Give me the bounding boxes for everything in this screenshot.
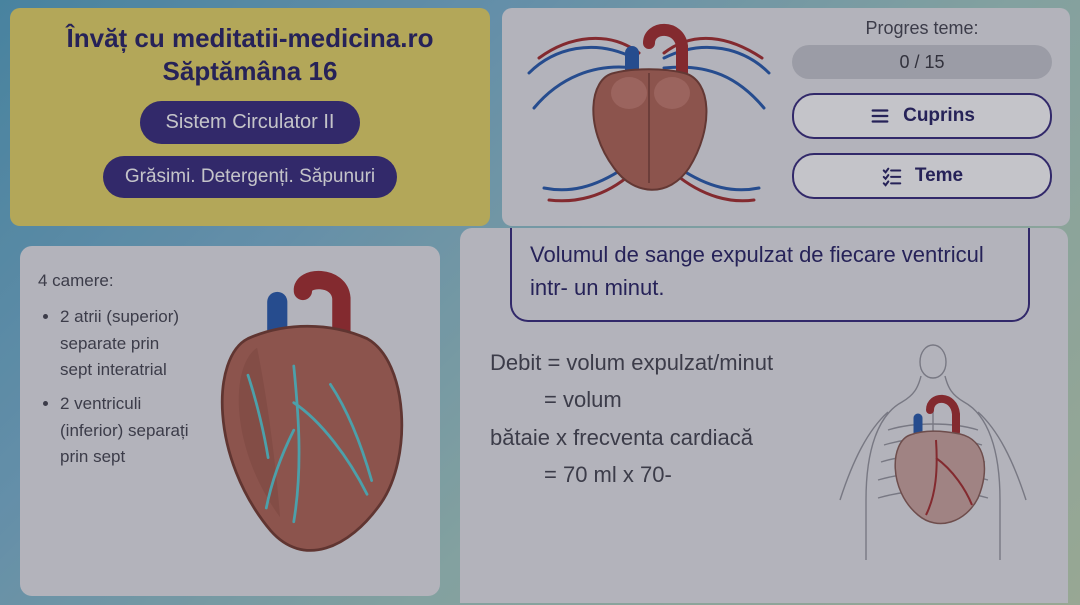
list-item: 2 ventriculi (inferior) separați prin se… (60, 391, 193, 470)
topic-pill-2: Grăsimi. Detergenți. Săpunuri (103, 156, 397, 198)
formula-line-1: Debit = volum expulzat/minut (490, 344, 808, 381)
chambers-panel: 4 camere: 2 atrii (superior) separate pr… (20, 246, 440, 596)
header-panel: Învăț cu meditatii-medicina.ro Săptămâna… (10, 8, 490, 226)
checklist-icon (881, 165, 903, 187)
chambers-heading: 4 camere: (38, 268, 193, 294)
formula-line-3: bătaie x frecventa cardiacă (490, 419, 808, 456)
header-title-line2: Săptămâna 16 (163, 56, 338, 86)
torso-anatomy-diagram (818, 340, 1048, 560)
progress-bar: 0 / 15 (792, 45, 1052, 79)
formula-area: Debit = volum expulzat/minut = volum băt… (490, 344, 1048, 560)
top-right-panel: Progres teme: 0 / 15 Cuprins Teme (502, 8, 1070, 226)
progress-value: 0 / 15 (899, 52, 944, 73)
topic-pill-1: Sistem Circulator II (140, 101, 361, 144)
heart-closeup-diagram (193, 268, 422, 574)
formula-text: Debit = volum expulzat/minut = volum băt… (490, 344, 808, 560)
chambers-text: 4 camere: 2 atrii (superior) separate pr… (38, 268, 193, 574)
progress-label: Progres teme: (792, 18, 1052, 39)
list-item: 2 atrii (superior) separate prin sept in… (60, 304, 193, 383)
definition-box: Volumul de sange expulzat de fiecare ven… (510, 228, 1030, 322)
progress-area: Progres teme: 0 / 15 Cuprins Teme (784, 18, 1052, 222)
tasks-button-label: Teme (915, 165, 963, 187)
definition-text: Volumul de sange expulzat de fiecare ven… (530, 242, 984, 300)
header-title-line1: Învăț cu meditatii-medicina.ro (67, 23, 434, 53)
chambers-list: 2 atrii (superior) separate prin sept in… (38, 304, 193, 470)
toc-button[interactable]: Cuprins (792, 93, 1052, 139)
toc-button-label: Cuprins (903, 105, 975, 127)
tasks-button[interactable]: Teme (792, 153, 1052, 199)
formula-line-2: = volum (490, 381, 808, 418)
formula-line-4: = 70 ml x 70- (490, 456, 808, 493)
formula-panel: Volumul de sange expulzat de fiecare ven… (460, 228, 1068, 603)
heart-vasculature-diagram (514, 18, 784, 218)
header-title: Învăț cu meditatii-medicina.ro Săptămâna… (67, 22, 434, 87)
menu-icon (869, 105, 891, 127)
